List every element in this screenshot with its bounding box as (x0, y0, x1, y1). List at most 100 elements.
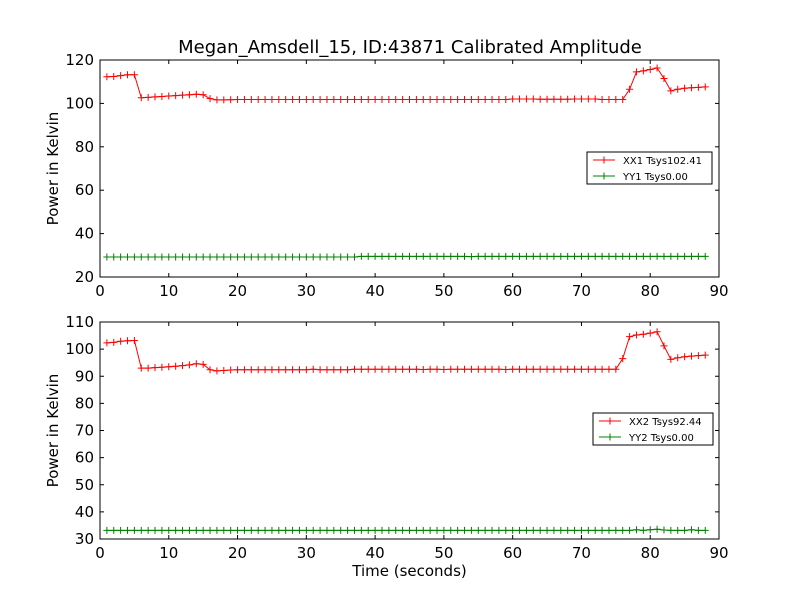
data-point-marker (632, 526, 640, 534)
data-point-marker (385, 365, 393, 373)
data-point-marker (103, 526, 111, 534)
data-point-marker (130, 336, 138, 344)
data-point-marker (295, 95, 303, 103)
data-point-marker (179, 362, 187, 370)
data-point-marker (509, 252, 517, 260)
y-tick-label: 50 (75, 476, 94, 494)
data-point-marker (550, 526, 558, 534)
data-point-marker (660, 252, 668, 260)
data-point-marker (344, 95, 352, 103)
data-point-marker (309, 253, 317, 261)
data-point-marker (179, 91, 187, 99)
data-point-marker (632, 252, 640, 260)
y-tick-label: 110 (65, 313, 94, 331)
data-point-marker (577, 252, 585, 260)
data-point-marker (240, 95, 248, 103)
data-point-marker (399, 95, 407, 103)
data-point-marker (674, 526, 682, 534)
data-point-marker (406, 365, 413, 373)
data-point-marker (674, 354, 682, 362)
data-point-marker (268, 95, 276, 103)
y-axis-label: Power in Kelvin (44, 112, 62, 226)
data-point-marker (536, 365, 544, 373)
data-point-marker (509, 526, 517, 534)
data-point-marker (660, 74, 668, 82)
data-point-marker (626, 333, 634, 341)
data-point-marker (502, 95, 510, 103)
data-point-marker (302, 95, 310, 103)
data-point-marker (192, 360, 200, 368)
x-tick-label: 60 (503, 544, 522, 562)
data-point-marker (681, 84, 689, 92)
data-point-marker (295, 366, 303, 374)
series-xx2 (103, 328, 709, 375)
y-tick-label: 120 (65, 51, 94, 69)
data-point-marker (639, 526, 647, 534)
x-tick-label: 80 (641, 544, 660, 562)
data-point-marker (261, 366, 269, 374)
data-point-marker (378, 252, 386, 260)
x-tick-label: 0 (95, 544, 105, 562)
data-point-marker (522, 365, 530, 373)
series-xx1 (103, 64, 709, 104)
data-point-marker (557, 526, 565, 534)
data-point-marker (488, 95, 496, 103)
data-point-marker (412, 252, 420, 260)
data-point-marker (536, 252, 544, 260)
data-point-marker (632, 331, 640, 339)
data-point-marker (268, 526, 276, 534)
data-point-marker (598, 365, 606, 373)
data-point-marker (172, 362, 180, 370)
data-point-marker (117, 72, 125, 80)
data-point-marker (495, 526, 503, 534)
data-point-marker (591, 526, 599, 534)
data-point-marker (337, 253, 345, 261)
data-point-marker (687, 526, 695, 534)
data-point-marker (681, 252, 689, 260)
y-tick-label: 80 (75, 394, 94, 412)
data-point-marker (364, 95, 372, 103)
data-point-marker (124, 526, 132, 534)
data-point-marker (605, 526, 613, 534)
data-point-marker (261, 526, 269, 534)
data-point-marker (653, 525, 661, 533)
data-point-marker (598, 526, 606, 534)
data-point-marker (571, 252, 579, 260)
legend: XX1 Tsys102.41 YY1 Tsys0.00 (586, 151, 713, 185)
data-point-marker (192, 90, 200, 98)
data-point-marker (557, 252, 565, 260)
x-tick-label: 30 (297, 544, 316, 562)
data-point-marker (179, 526, 187, 534)
data-point-marker (254, 95, 262, 103)
data-point-marker (529, 252, 537, 260)
x-tick-label: 20 (228, 544, 247, 562)
data-point-marker (619, 355, 627, 363)
data-point-marker (433, 365, 441, 373)
data-point-marker (419, 95, 427, 103)
data-point-marker (289, 526, 297, 534)
y-axis-label: Power in Kelvin (44, 374, 62, 488)
x-axis-label: Time (seconds) (351, 562, 467, 580)
data-point-marker (151, 526, 159, 534)
data-point-marker (626, 85, 634, 93)
data-point-marker (199, 526, 207, 534)
x-tick-label: 90 (709, 544, 728, 562)
data-point-marker (172, 526, 180, 534)
data-point-marker (130, 253, 138, 261)
data-point-marker (344, 366, 352, 374)
data-point-marker (144, 93, 152, 101)
data-point-marker (378, 95, 386, 103)
data-point-marker (289, 95, 297, 103)
data-point-marker (371, 252, 379, 260)
data-point-marker (495, 252, 503, 260)
data-point-marker (502, 526, 510, 534)
data-point-marker (584, 95, 592, 103)
data-point-marker (550, 252, 558, 260)
data-point-marker (694, 352, 702, 360)
data-point-marker (295, 253, 303, 261)
series-yy2 (103, 525, 709, 534)
data-point-marker (495, 95, 503, 103)
data-point-marker (151, 253, 159, 261)
data-point-marker (488, 365, 496, 373)
